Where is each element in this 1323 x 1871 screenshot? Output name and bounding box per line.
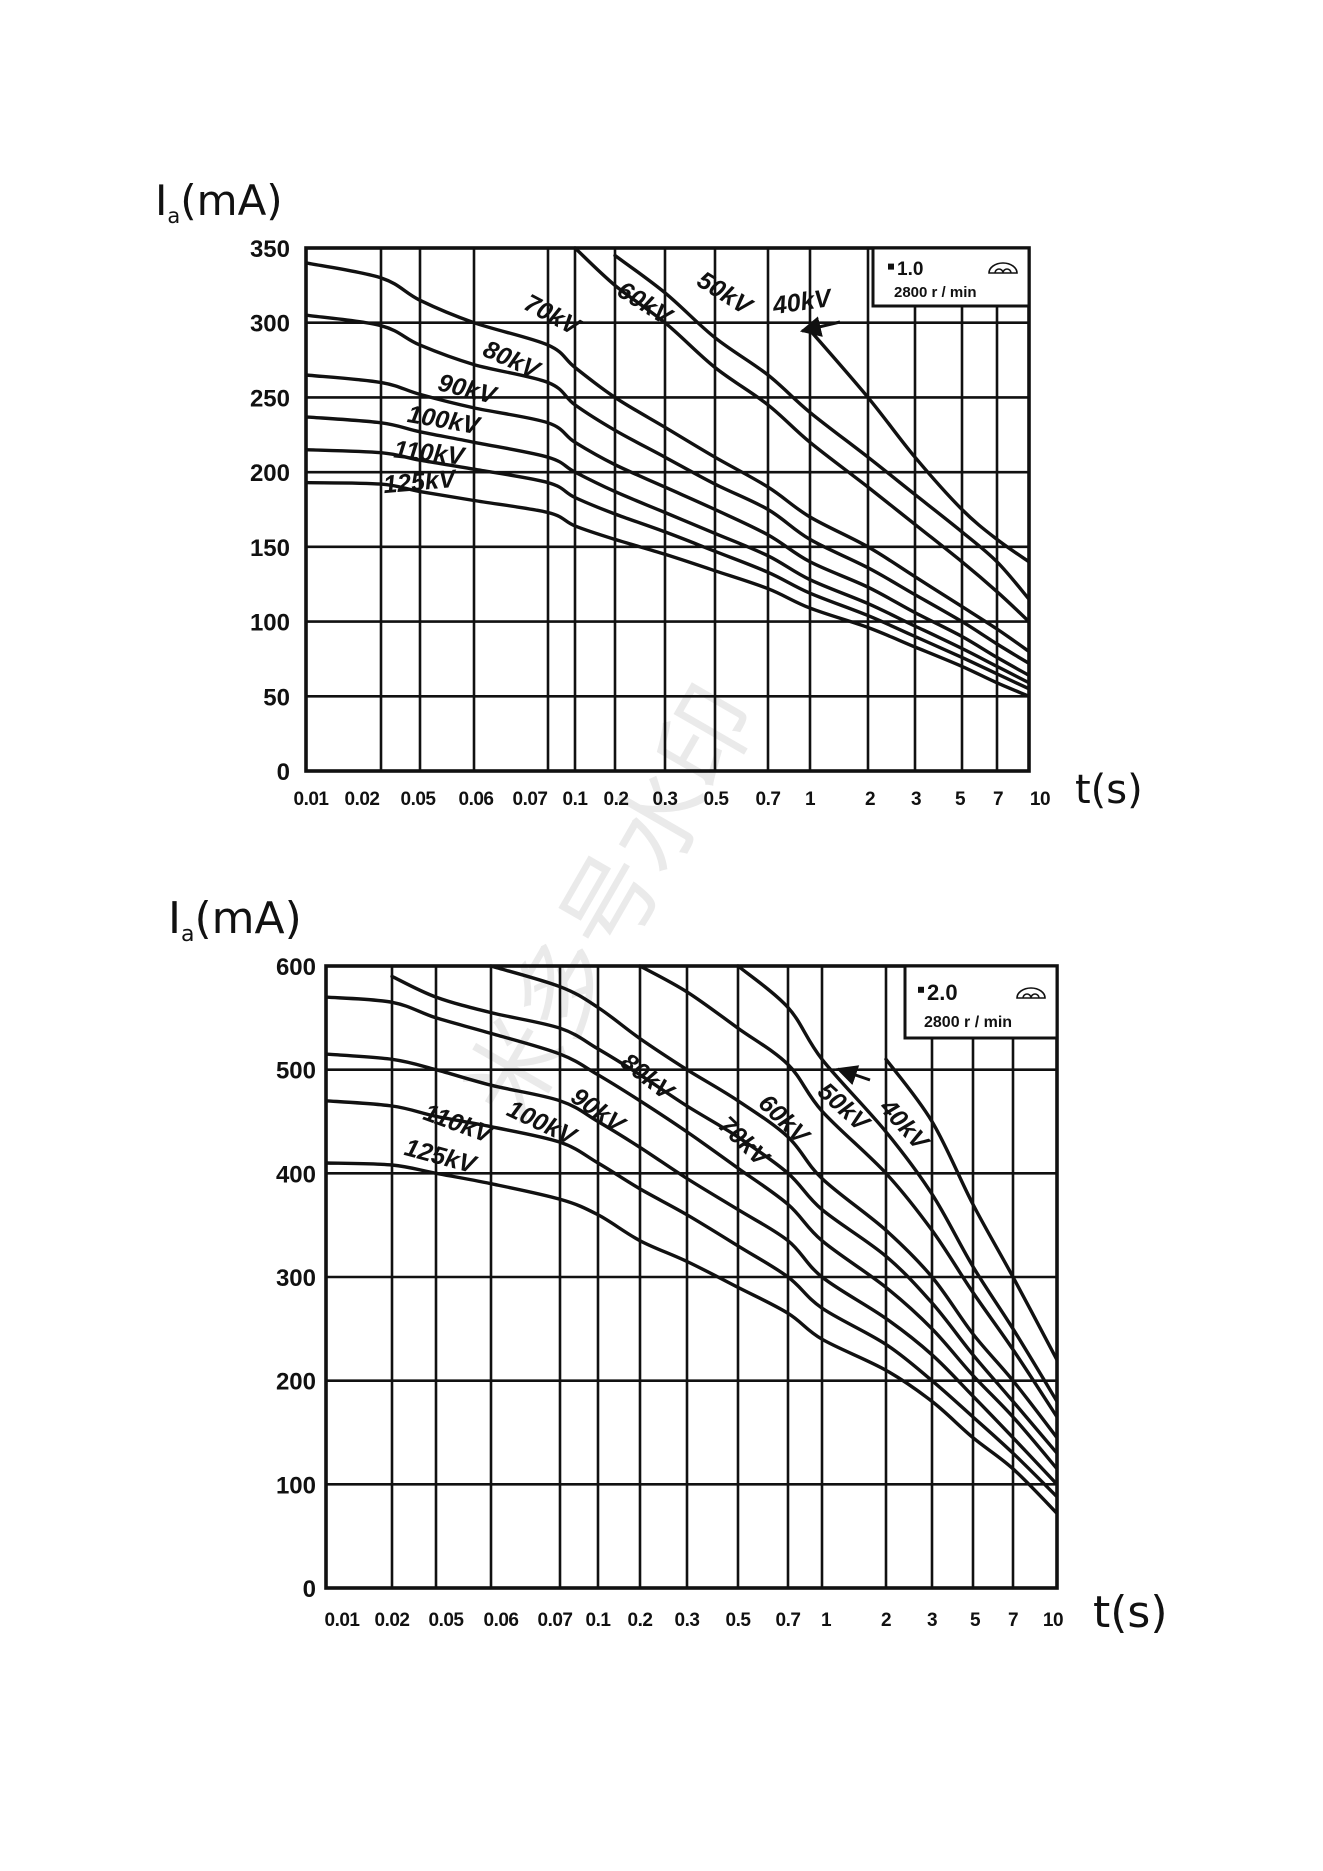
series-line-100kV <box>306 415 1029 685</box>
x-tick-label: 0.01 <box>294 789 330 810</box>
x-tick-label: 0.5 <box>726 1610 752 1631</box>
x-tick-label: 0.2 <box>604 789 629 810</box>
legend-focus: 2.0 <box>927 980 958 1005</box>
x-tick-label: 10 <box>1043 1610 1063 1631</box>
x-tick-label: 0.01 <box>325 1610 361 1631</box>
legend-box <box>903 964 1059 1040</box>
x-axis-title: t(s) <box>1075 767 1143 813</box>
series-line-70kV <box>306 261 1029 654</box>
series-line-60kV <box>638 964 1057 1419</box>
chart-focus-2: 0 100 200 300 400 500 600 0.01 0.02 0.05 0.06 0.07 0… <box>168 893 1168 1638</box>
y-tick-label: 100 <box>250 610 290 637</box>
x-tick-label: 0.5 <box>704 789 730 810</box>
y-tick-label: 50 <box>263 684 290 711</box>
x-tick-label: 2 <box>865 789 875 810</box>
series-label-110kV: 110kV <box>392 435 467 470</box>
x-tick-label: 0.07 <box>538 1610 573 1631</box>
x-tick-label: 5 <box>970 1610 981 1631</box>
x-tick-label: 0.7 <box>776 1610 801 1631</box>
x-axis-title: t(s) <box>1093 1587 1168 1638</box>
x-tick-label: 0.06 <box>484 1610 519 1631</box>
x-tick-label: 3 <box>911 789 921 810</box>
y-tick-label: 300 <box>276 1265 316 1292</box>
x-tick-label: 7 <box>1008 1610 1018 1631</box>
plot-frame <box>304 246 1031 773</box>
y-axis-title: Ia(mA) <box>168 893 302 947</box>
series-line-70kV <box>489 964 1057 1440</box>
x-tick-label: 2 <box>881 1610 891 1631</box>
x-tick-label: 0.02 <box>375 1610 410 1631</box>
series-line-80kV <box>390 974 1057 1455</box>
series-line-110kV <box>306 448 1029 691</box>
x-tick-label: 1 <box>805 789 816 810</box>
x-tick-label: 0.1 <box>563 789 589 810</box>
series-line-40kV <box>808 328 1029 564</box>
x-tick-label: 1 <box>821 1610 832 1631</box>
y-tick-label: 250 <box>250 385 290 412</box>
series-line-40kV <box>884 1057 1057 1362</box>
series-line-125kV <box>306 480 1029 698</box>
series-label-50kV: 50kV <box>692 266 758 322</box>
arrow-40kv <box>836 1065 871 1086</box>
series-line-90kV <box>326 995 1057 1471</box>
series-line-50kV <box>736 964 1057 1404</box>
x-tick-label: 7 <box>993 789 1003 810</box>
x-tick-label: 0.1 <box>586 1610 612 1631</box>
x-tick-label: 10 <box>1030 789 1050 810</box>
arrow-40kv <box>799 316 841 337</box>
chart-focus-1: 0 50 100 150 200 250 300 350 0.01 0.02 0.05 0.06 0.0… <box>155 176 1143 813</box>
series-label-90kV: 90kV <box>435 369 501 411</box>
series-line-110kV <box>326 1099 1057 1499</box>
y-axis-title: Ia(mA) <box>155 176 283 228</box>
series-line-125kV <box>326 1161 1057 1516</box>
focus-bullet <box>888 263 894 270</box>
x-tick-label: 0.05 <box>401 789 437 810</box>
x-tick-label: 0.07 <box>513 789 548 810</box>
series-line-60kV <box>573 246 1029 624</box>
x-tick-label: 5 <box>955 789 966 810</box>
x-tick-label: 3 <box>927 1610 937 1631</box>
y-tick-label: 0 <box>303 1576 316 1603</box>
legend-focus: 1.0 <box>897 259 923 280</box>
series-label-40kV: 40kV <box>873 1093 935 1158</box>
x-tick-label: 0.2 <box>628 1610 653 1631</box>
rotating-anode-icon <box>988 262 1018 274</box>
series-label-40kV: 40kV <box>770 284 835 320</box>
y-tick-label: 0 <box>277 759 290 786</box>
x-tick-label: 0.7 <box>756 789 781 810</box>
series-label-80kV: 80kV <box>615 1048 680 1107</box>
y-tick-label: 150 <box>250 535 290 562</box>
series-line-80kV <box>306 313 1029 666</box>
x-tick-label: 0.05 <box>429 1610 465 1631</box>
y-tick-label: 100 <box>276 1472 316 1499</box>
x-tick-label: 0.02 <box>345 789 380 810</box>
legend-box <box>871 246 1031 308</box>
y-tick-label: 400 <box>276 1161 316 1188</box>
y-tick-label: 500 <box>276 1058 316 1085</box>
rotating-anode-icon <box>1016 987 1046 999</box>
y-tick-label: 200 <box>276 1369 316 1396</box>
y-tick-label: 200 <box>250 460 290 487</box>
x-tick-label: 0.3 <box>653 789 678 810</box>
x-tick-label: 0.3 <box>675 1610 700 1631</box>
series-line-90kV <box>306 373 1029 678</box>
legend-speed: 2800 r / min <box>894 284 977 301</box>
focus-bullet <box>918 986 924 993</box>
x-tick-label: 0.06 <box>459 789 494 810</box>
series-label-125kV: 125kV <box>382 465 459 499</box>
y-tick-label: 600 <box>276 954 316 981</box>
legend-speed: 2800 r / min <box>924 1014 1012 1031</box>
series-line-100kV <box>326 1052 1057 1486</box>
series-line-50kV <box>613 253 1029 601</box>
plot-frame <box>324 964 1059 1590</box>
y-tick-label: 300 <box>250 311 290 338</box>
y-tick-label: 350 <box>250 236 290 263</box>
